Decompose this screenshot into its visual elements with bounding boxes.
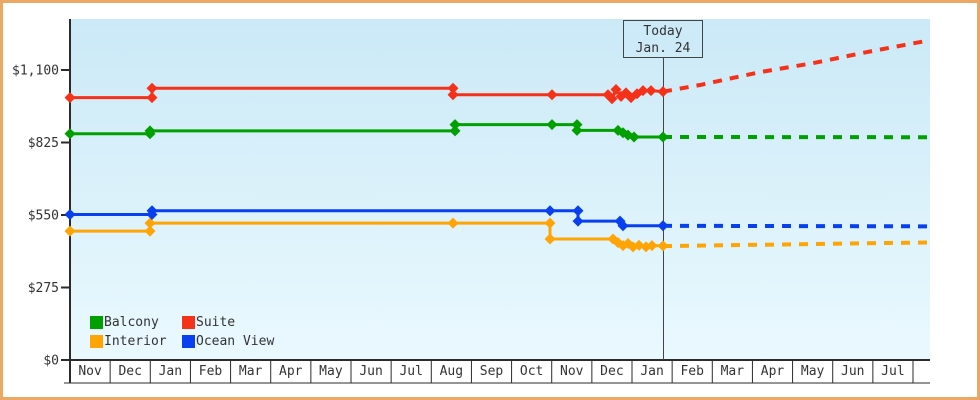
month-label: Mar xyxy=(239,364,263,379)
data-point-marker-suite[interactable] xyxy=(447,82,459,94)
data-point-marker-suite[interactable] xyxy=(447,89,459,101)
legend-label-interior: Interior xyxy=(104,334,167,349)
legend-item-balcony: Balcony xyxy=(90,313,182,332)
data-point-marker-suite[interactable] xyxy=(146,82,158,94)
legend-label-ocean-view: Ocean View xyxy=(196,334,275,349)
month-label: Apr xyxy=(279,364,303,379)
series-projection-ocean-view xyxy=(662,223,931,229)
legend: Balcony Suite Interior Ocean View xyxy=(90,313,274,351)
legend-item-interior: Interior xyxy=(90,332,182,351)
month-label: Feb xyxy=(680,364,704,379)
today-label: Today xyxy=(643,24,683,39)
plot-area xyxy=(71,19,930,360)
data-point-marker-balcony[interactable] xyxy=(449,125,461,137)
data-point-marker-suite[interactable] xyxy=(645,85,657,97)
y-axis-ticks: $0 $275 $550 $825 $1,100 xyxy=(12,64,69,369)
series-ocean-view xyxy=(64,205,931,232)
month-label: Dec xyxy=(600,364,623,379)
series-suite xyxy=(64,38,931,105)
y-tick-label: $1,100 xyxy=(12,64,59,79)
data-point-marker-interior[interactable] xyxy=(447,217,459,229)
data-point-marker-interior[interactable] xyxy=(144,217,156,229)
legend-label-suite: Suite xyxy=(196,315,236,330)
month-label: Jan xyxy=(159,364,182,379)
data-point-marker-ocean-view[interactable] xyxy=(146,205,158,217)
data-point-marker-interior[interactable] xyxy=(657,240,669,252)
month-label: Sep xyxy=(480,364,504,379)
month-label: Nov xyxy=(78,364,102,379)
data-point-marker-interior[interactable] xyxy=(544,233,556,245)
month-label: May xyxy=(319,364,343,379)
data-point-marker-interior[interactable] xyxy=(646,240,658,252)
balcony-swatch-icon xyxy=(90,316,103,329)
data-point-marker-balcony[interactable] xyxy=(571,124,583,136)
month-label: Jul xyxy=(399,364,422,379)
data-point-marker-ocean-view[interactable] xyxy=(544,205,556,217)
data-point-marker-suite[interactable] xyxy=(546,89,558,101)
month-label: Aug xyxy=(440,364,463,379)
month-label: Feb xyxy=(199,364,223,379)
today-marker-box: Today Jan. 24 xyxy=(623,20,703,58)
month-label: May xyxy=(801,364,825,379)
data-point-marker-suite[interactable] xyxy=(657,86,669,98)
today-date: Jan. 24 xyxy=(635,41,691,56)
month-label: Apr xyxy=(761,364,785,379)
data-point-marker-ocean-view[interactable] xyxy=(572,215,584,227)
data-point-marker-ocean-view[interactable] xyxy=(572,205,584,217)
legend-item-ocean-view: Ocean View xyxy=(182,332,274,351)
data-point-marker-suite[interactable] xyxy=(610,84,622,96)
data-point-marker-suite[interactable] xyxy=(606,93,618,105)
data-point-marker-balcony[interactable] xyxy=(657,131,669,143)
data-point-marker-interior[interactable] xyxy=(544,217,556,229)
month-label: Mar xyxy=(721,364,745,379)
data-point-marker-balcony[interactable] xyxy=(449,119,461,131)
month-label: Oct xyxy=(520,364,543,379)
month-label: Nov xyxy=(560,364,584,379)
legend-label-balcony: Balcony xyxy=(104,315,159,330)
series-projection-interior xyxy=(662,240,931,249)
y-tick-label: $550 xyxy=(28,209,59,224)
data-point-marker-ocean-view[interactable] xyxy=(617,220,629,232)
x-axis-month-row: Nov Dec Jan Feb Mar Apr May Jun Jul Aug Sep Oct Nov D… xyxy=(64,360,930,384)
data-point-marker-balcony[interactable] xyxy=(64,128,76,140)
data-point-marker-balcony[interactable] xyxy=(144,125,156,137)
data-point-marker-suite[interactable] xyxy=(146,92,158,104)
y-tick-label: $825 xyxy=(28,136,59,151)
legend-item-suite: Suite xyxy=(182,313,274,332)
series-balcony xyxy=(64,119,931,143)
month-label: Jun xyxy=(841,364,864,379)
y-tick-label: $0 xyxy=(43,354,59,369)
interior-swatch-icon xyxy=(90,335,103,348)
data-point-marker-balcony[interactable] xyxy=(546,119,558,131)
data-point-marker-ocean-view[interactable] xyxy=(657,220,669,232)
data-point-marker-ocean-view[interactable] xyxy=(64,208,76,220)
ocean-view-swatch-icon xyxy=(182,335,195,348)
data-point-marker-suite[interactable] xyxy=(637,85,649,97)
data-point-marker-suite[interactable] xyxy=(64,92,76,104)
month-label: Jun xyxy=(359,364,382,379)
data-point-marker-balcony[interactable] xyxy=(571,119,583,131)
data-point-marker-balcony[interactable] xyxy=(628,131,640,143)
month-label: Dec xyxy=(118,364,141,379)
y-tick-label: $275 xyxy=(28,281,59,296)
series-interior xyxy=(64,217,931,253)
data-point-marker-interior[interactable] xyxy=(64,225,76,237)
data-point-marker-interior[interactable] xyxy=(144,225,156,237)
series-projection-suite xyxy=(662,38,931,94)
month-label: Jan xyxy=(640,364,663,379)
suite-swatch-icon xyxy=(182,316,195,329)
month-label: Jul xyxy=(881,364,904,379)
